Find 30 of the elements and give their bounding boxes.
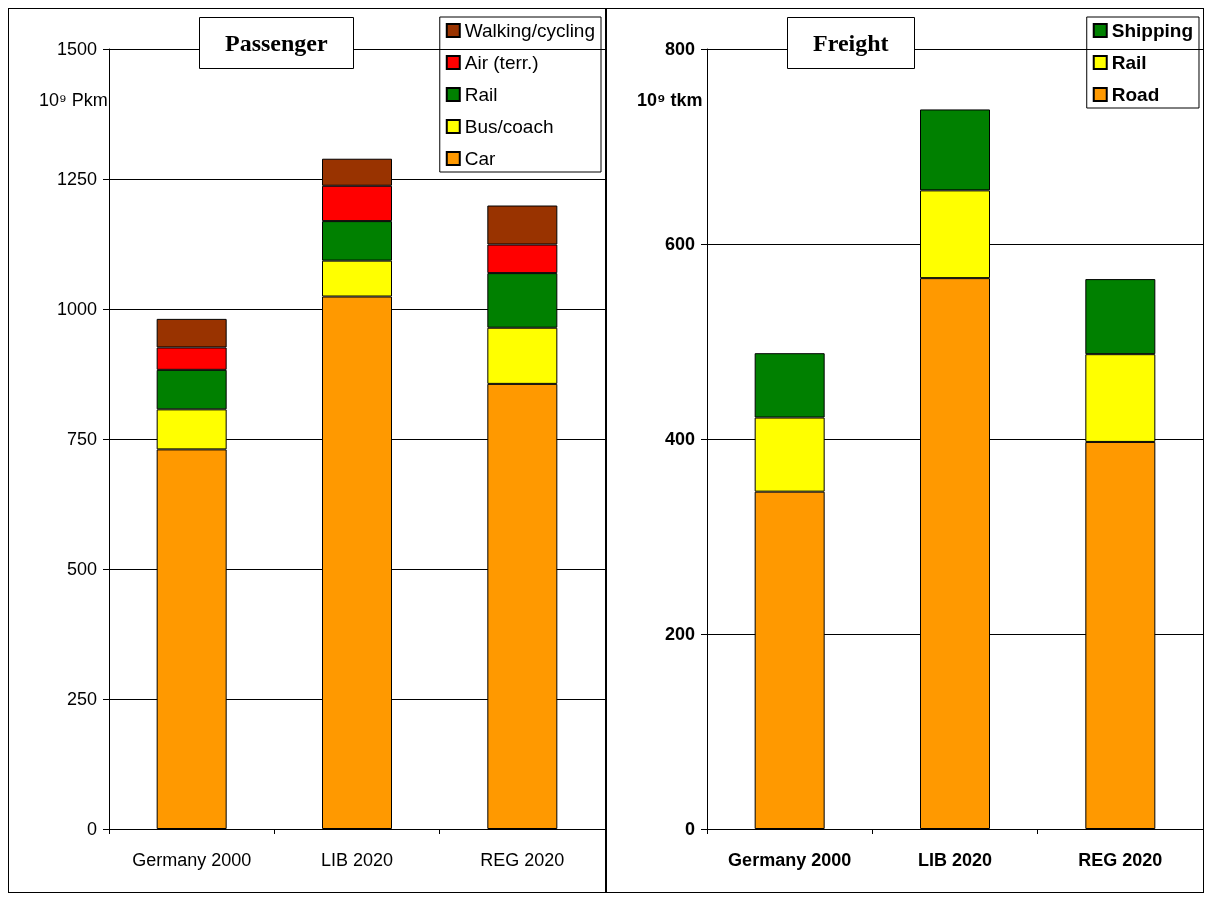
y-tick-label: 200 [664,624,695,644]
y-tick-label: 1000 [56,299,97,319]
y-tick-label: 800 [664,39,695,59]
legend-label: Car [464,148,497,169]
y-tick-label: 500 [66,559,97,579]
x-tick-label: Germany 2000 [132,850,252,870]
y-tick-label: 400 [664,429,695,449]
y-tick-label: 1250 [56,169,97,189]
y-tick-label: 750 [66,429,97,449]
x-tick-label: Germany 2000 [728,850,852,870]
y-tick-label: 0 [684,819,695,839]
legend-label: Walking/cycling [464,20,596,41]
legend-label: Shipping [1111,20,1194,41]
legend-label: Rail [464,84,498,105]
chart-title: Freight [813,30,889,56]
x-tick-label: LIB 2020 [320,850,394,870]
y-tick-label: 600 [664,234,695,254]
chart-title: Passenger [225,30,328,56]
y-tick-label: 250 [66,689,97,709]
x-tick-label: REG 2020 [480,850,565,870]
y-axis-title: 10⁹ tkm [637,90,703,110]
x-tick-label: LIB 2020 [917,850,993,870]
legend-label: Bus/coach [464,116,554,137]
legend-label: Air (terr.) [464,52,539,73]
legend-label: Road [1111,84,1160,105]
legend-label: Rail [1111,52,1147,73]
x-tick-label: REG 2020 [1078,850,1163,870]
y-tick-label: 0 [86,819,97,839]
y-tick-label: 1500 [56,39,97,59]
y-axis-title: 10⁹ Pkm [39,90,108,110]
